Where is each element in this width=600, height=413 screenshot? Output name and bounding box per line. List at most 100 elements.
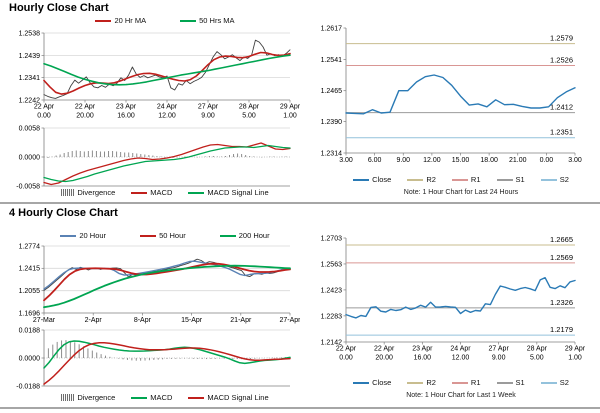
legend-item-20-hr-ma: 20 Hr MA	[95, 16, 146, 25]
svg-text:1.2563: 1.2563	[321, 261, 343, 268]
pivot-label-r2: 1.2579	[550, 34, 573, 43]
line-swatch	[131, 396, 148, 399]
svg-text:21-Apr: 21-Apr	[230, 317, 252, 324]
svg-text:22 Apr: 22 Apr	[336, 346, 357, 353]
pivot-label-r2: 1.2665	[550, 235, 573, 244]
legend-label: 50 Hrs MA	[199, 16, 235, 25]
svg-text:0.0188: 0.0188	[19, 327, 41, 334]
svg-text:29 Apr: 29 Apr	[280, 104, 300, 111]
legend-item-macd: MACD	[131, 393, 172, 402]
line-swatch	[60, 234, 77, 237]
svg-text:12.00: 12.00	[452, 355, 470, 362]
legend-label: S2	[559, 175, 569, 184]
pivot-lines: 1.2665 1.2569 1.2326 1.2179	[346, 235, 575, 336]
series-close	[43, 258, 291, 291]
svg-text:1.2142: 1.2142	[321, 339, 343, 346]
svg-text:9.00: 9.00	[201, 113, 215, 120]
y-axis: 1.2703 1.2563 1.2423 1.2283 1.2142	[321, 235, 346, 346]
divergence-bars	[47, 150, 287, 158]
series-close	[43, 39, 291, 99]
legend-label: Close	[372, 175, 392, 184]
legend-item-macd: MACD	[131, 188, 172, 197]
pivot-label-s2: 1.2179	[550, 325, 573, 334]
line-swatch	[131, 191, 148, 194]
legend-item-r1: R1	[451, 175, 481, 184]
svg-text:21.00: 21.00	[509, 157, 527, 164]
x-axis: 3.00 6.00 9.00 12.00 15.00 18.00 21.00 0.00 3.00	[339, 153, 582, 164]
line-swatch	[496, 381, 513, 384]
x-axis: 22 Apr 0.00 22 Apr 20.00 23 Apr 16.00 24 Apr 12…	[336, 342, 586, 362]
legend-label: R2	[426, 175, 436, 184]
y-axis: 1.2617 1.2541 1.2465 1.2390 1.2314	[321, 25, 346, 157]
svg-text:1.2283: 1.2283	[321, 313, 343, 320]
svg-text:27-Mar: 27-Mar	[33, 317, 56, 324]
legend-item-close: Close	[353, 378, 391, 387]
svg-text:12.00: 12.00	[423, 157, 441, 164]
line-swatch	[407, 178, 424, 181]
line-swatch	[451, 178, 468, 181]
svg-text:1.2314: 1.2314	[321, 150, 343, 157]
svg-text:20.00: 20.00	[375, 355, 393, 362]
legend-label: S1	[515, 175, 525, 184]
series-macd	[43, 340, 291, 369]
svg-text:3.00: 3.00	[339, 157, 353, 164]
svg-text:27 Apr: 27 Apr	[198, 104, 219, 111]
svg-text:20.00: 20.00	[76, 113, 94, 120]
four-hourly-ma-legend: 20 Hour 50 Hour 200 Hour	[40, 231, 290, 240]
svg-text:8-Apr: 8-Apr	[134, 317, 152, 324]
weekly-pivot: 1.2703 1.2563 1.2423 1.2283 1.2142 1.2665 1.25…	[321, 235, 586, 361]
svg-text:3.00: 3.00	[568, 157, 582, 164]
line-swatch	[353, 381, 370, 384]
line-swatch	[140, 234, 157, 237]
svg-text:1.2538: 1.2538	[19, 30, 41, 37]
svg-text:1.1696: 1.1696	[19, 310, 41, 317]
svg-text:27-Apr: 27-Apr	[279, 317, 300, 324]
legend-label: 20 Hr MA	[114, 16, 147, 25]
hourly-pivot-note: Note: 1 Hour Chart for Last 24 Hours	[403, 189, 519, 196]
legend-label: Close	[372, 378, 392, 387]
legend-label: 200 Hour	[238, 231, 270, 240]
x-axis: 27-Mar 2-Apr 8-Apr 15-Apr 21-Apr 27-Apr	[33, 313, 300, 324]
svg-text:6.00: 6.00	[368, 157, 382, 164]
y-axis: 0.0058 0.0000 -0.0058	[16, 125, 290, 190]
hourly-pivot-panel: 1.2617 1.2541 1.2465 1.2390 1.2314 1.2579 1.25…	[300, 0, 600, 203]
legend-item-r2: R2	[407, 175, 436, 184]
legend-item-200-hour: 200 Hour	[219, 231, 270, 240]
y-axis: 1.2774 1.2415 1.2055 1.1696	[19, 243, 290, 317]
series-close	[345, 276, 576, 319]
legend-label: MACD Signal Line	[207, 393, 269, 402]
svg-text:1.2465: 1.2465	[321, 88, 343, 95]
legend-label: Divergence	[77, 393, 116, 402]
svg-text:0.0058: 0.0058	[19, 125, 41, 132]
series-macd	[43, 142, 291, 186]
svg-text:0.00: 0.00	[540, 157, 554, 164]
svg-text:0.0000: 0.0000	[19, 355, 41, 362]
svg-text:1.2415: 1.2415	[19, 266, 41, 273]
hourly-pivot-legend: Close R2 R1 S1 S2	[336, 175, 586, 184]
legend-item-s1: S1	[496, 378, 525, 387]
legend-item-macd-signal-line: MACD Signal Line	[188, 188, 269, 197]
svg-text:15.00: 15.00	[452, 157, 470, 164]
svg-text:28 Apr: 28 Apr	[527, 346, 548, 353]
svg-text:29 Apr: 29 Apr	[565, 346, 586, 353]
svg-text:0.0000: 0.0000	[19, 154, 41, 161]
svg-text:23 Apr: 23 Apr	[412, 346, 433, 353]
legend-label: S2	[559, 378, 569, 387]
legend-label: MACD	[150, 188, 173, 197]
line-swatch	[353, 178, 370, 181]
svg-text:28 Apr: 28 Apr	[239, 104, 260, 111]
divergence-bars	[47, 340, 287, 361]
svg-text:12.00: 12.00	[158, 113, 176, 120]
hourly-close-chart-title: Hourly Close Chart	[9, 2, 109, 14]
legend-item-50-hour: 50 Hour	[140, 231, 186, 240]
svg-text:27 Apr: 27 Apr	[489, 346, 510, 353]
hourly-macd: 0.0058 0.0000 -0.0058	[16, 125, 291, 190]
line-swatch	[451, 381, 468, 384]
legend-label: R2	[426, 378, 436, 387]
weekly-pivot-chart-canvas: 1.2703 1.2563 1.2423 1.2283 1.2142 1.2665 1.25…	[321, 235, 586, 361]
four-hourly-close-chart-title: 4 Hourly Close Chart	[9, 207, 118, 219]
legend-item-s2: S2	[540, 378, 569, 387]
